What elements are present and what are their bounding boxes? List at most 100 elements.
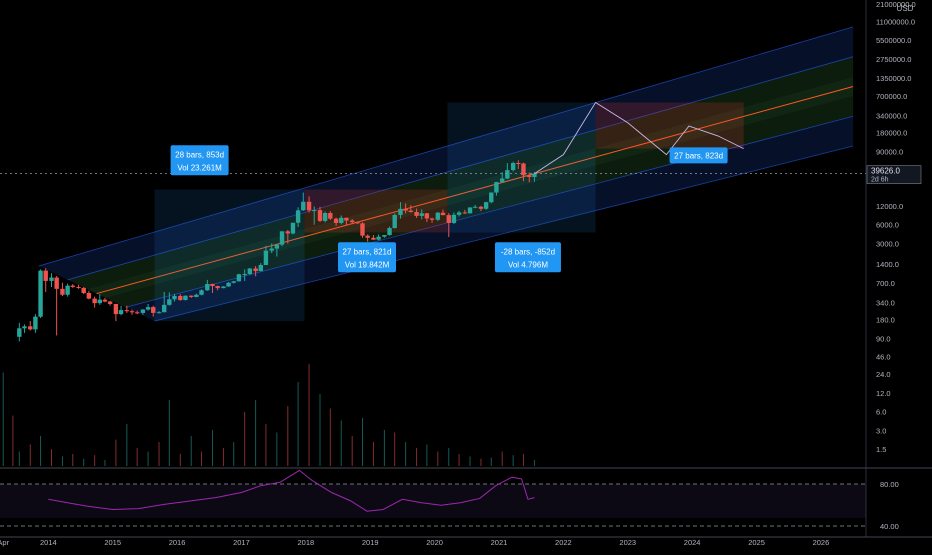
last-price-countdown: 2d 6h (871, 177, 889, 184)
candle-body (54, 277, 59, 289)
candle-body (97, 299, 102, 304)
candle-body (295, 210, 301, 223)
candle-body (344, 217, 349, 221)
price-tick-label: 180.0 (876, 316, 895, 325)
channel-band-2 (87, 76, 854, 298)
currency-label: USD (897, 4, 914, 13)
candle-body (189, 295, 194, 297)
channel-band-0 (38, 26, 854, 280)
price-tick-label: 90000.0 (876, 147, 903, 156)
candle-body (376, 236, 381, 240)
candle-layer (0, 160, 866, 342)
projection-layer (534, 101, 744, 175)
candle-body (521, 163, 526, 176)
time-tick-label: Apr (0, 538, 10, 547)
candle-body (145, 307, 151, 310)
candle-body (33, 316, 38, 330)
price-tick-label: 24.0 (876, 370, 891, 379)
candle-body (516, 162, 521, 164)
time-tick-label: 2014 (40, 538, 57, 547)
candle-body (339, 217, 344, 223)
price-tick-label: 12000.0 (876, 202, 903, 211)
candle-body (129, 311, 135, 313)
candle-body (500, 178, 505, 183)
candle-body (76, 286, 81, 288)
measure-label-bars: -28 bars, -852d (501, 247, 555, 256)
price-tick-label: 2750000.0 (876, 55, 911, 64)
channel-line-3 (154, 145, 854, 322)
measure-label-box (338, 242, 397, 273)
candle-body (38, 270, 43, 317)
candle-body (183, 295, 188, 301)
candle-body (429, 218, 435, 220)
channel-line-0 (38, 26, 854, 267)
price-tick-label: 90.0 (876, 334, 891, 343)
last-price-tag (866, 165, 922, 184)
candle-body (113, 303, 119, 315)
time-tick-label: 2018 (297, 538, 314, 547)
candle-body (269, 248, 274, 251)
candle-body (22, 326, 27, 329)
price-tick-label: 3.0 (876, 426, 886, 435)
measure-label-box (494, 242, 561, 273)
candle-body (392, 214, 397, 229)
price-tick-label: 6000.0 (876, 221, 899, 230)
candle-body (440, 212, 446, 216)
candle-body (118, 310, 124, 315)
last-price-value: 39626.0 (871, 167, 900, 176)
price-tick-label: 1.5 (876, 445, 886, 454)
candle-body (81, 287, 86, 294)
candle-body (156, 312, 162, 314)
candle-body (322, 212, 328, 221)
price-tick-label: 180000.0 (876, 129, 907, 138)
measure-box-layer (154, 102, 744, 322)
candle-body (424, 213, 430, 219)
candle-body (494, 182, 499, 193)
candle-body (462, 212, 468, 214)
candle-body (92, 298, 97, 304)
time-tick-label: 2026 (813, 538, 830, 547)
channel-layer (38, 26, 854, 322)
measure-label-volume: Vol 23.261M (177, 163, 222, 172)
measure-region-3 (595, 102, 744, 149)
measure-region-1 (304, 189, 448, 233)
candle-body (446, 215, 451, 223)
candle-body (215, 286, 220, 289)
candle-body (328, 212, 333, 219)
time-tick-label: 2025 (748, 538, 765, 547)
candle-body (140, 309, 146, 313)
candle-body (403, 208, 408, 211)
candle-body (279, 231, 285, 245)
rsi-tick-label: 80.00 (880, 480, 899, 489)
candle-body (360, 223, 365, 236)
candle-body (134, 312, 140, 314)
candle-body (258, 265, 263, 272)
candle-body (236, 274, 242, 282)
candle-body (49, 277, 54, 281)
channel-line-2 (125, 115, 854, 308)
channel-band-3 (105, 96, 854, 308)
candle-body (65, 285, 70, 295)
axis-layer: USD 1.5 3.0 6.0 12.0 24.0 46.0 90.0 180.0 340.0 7… (0, 0, 922, 547)
measure-label-box (170, 145, 229, 176)
candle-body (382, 234, 387, 237)
rsi-band (0, 484, 866, 518)
candle-body (371, 237, 376, 240)
measure-label-bars: 28 bars, 853d (175, 150, 224, 159)
candle-body (435, 212, 441, 220)
candle-body (451, 214, 457, 223)
candle-body (102, 299, 108, 302)
candle-body (290, 222, 296, 234)
measure-label-bars: 27 bars, 823d (674, 151, 723, 160)
candle-body (408, 210, 413, 212)
candle-body (199, 290, 204, 295)
rsi-tick-label: 40.00 (880, 522, 899, 531)
price-tick-label: 340.0 (876, 298, 895, 307)
candle-body (172, 295, 177, 300)
price-tick-label: 46.0 (876, 352, 891, 361)
candle-body (355, 222, 360, 224)
channel-band-4 (125, 116, 854, 322)
price-tick-label: 6.0 (876, 408, 886, 417)
label-layer: 28 bars, 853d Vol 23.261M 27 bars, 821d Vol… (170, 145, 728, 273)
